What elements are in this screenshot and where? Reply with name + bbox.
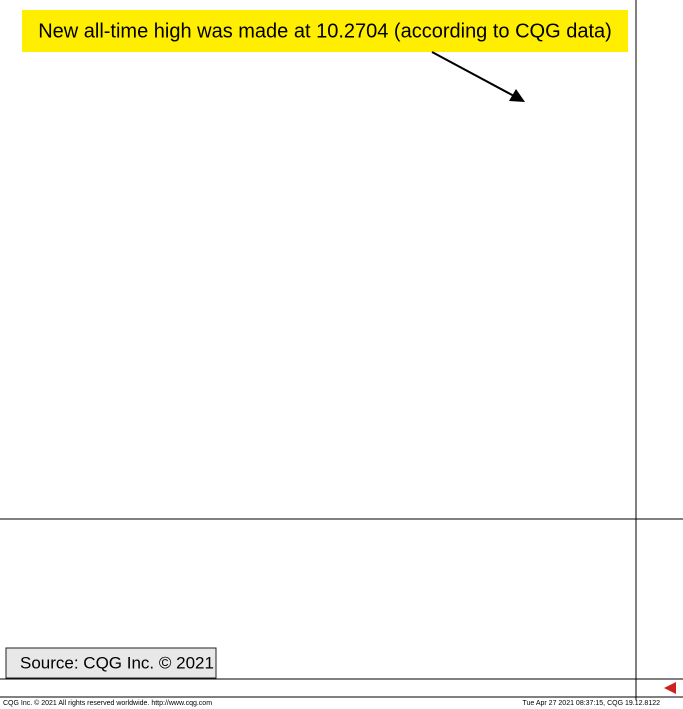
- annotation-arrow: [431, 51, 515, 97]
- scroll-icon[interactable]: [664, 682, 676, 694]
- footer-right: Tue Apr 27 2021 08:37:15, CQG 19.12.8122: [522, 700, 660, 707]
- annotation: New all-time high was made at 10.2704 (a…: [38, 20, 612, 42]
- annotation-arrowhead: [509, 89, 525, 102]
- source: Source: CQG Inc. © 2021: [20, 653, 214, 672]
- source-box: [5, 647, 217, 679]
- footer-left: CQG Inc. © 2021 All rights reserved worl…: [3, 699, 212, 707]
- annotation-box: [22, 10, 628, 52]
